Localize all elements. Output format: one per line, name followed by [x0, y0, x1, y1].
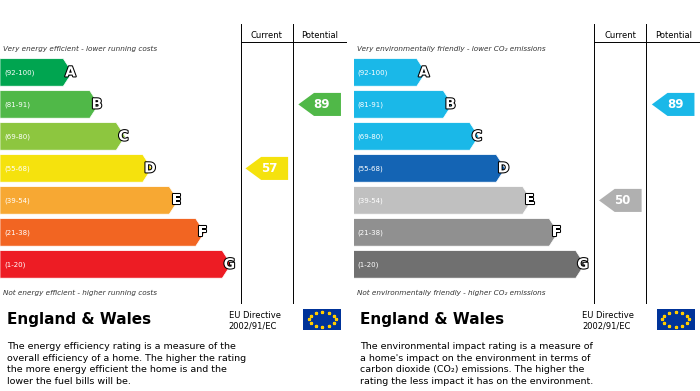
- Text: Energy Efficiency Rating: Energy Efficiency Rating: [5, 5, 167, 19]
- Text: Current: Current: [251, 31, 283, 40]
- Text: G: G: [578, 257, 589, 271]
- Polygon shape: [354, 91, 452, 118]
- Text: 50: 50: [615, 194, 631, 207]
- Polygon shape: [652, 93, 694, 116]
- Text: (1-20): (1-20): [4, 261, 25, 268]
- Text: (69-80): (69-80): [358, 133, 384, 140]
- Text: B: B: [92, 97, 102, 111]
- Text: A: A: [65, 65, 76, 79]
- Text: EU Directive: EU Directive: [229, 311, 281, 320]
- Polygon shape: [354, 187, 532, 214]
- Text: C: C: [472, 129, 482, 143]
- Text: (55-68): (55-68): [4, 165, 30, 172]
- Text: (92-100): (92-100): [358, 69, 388, 76]
- Polygon shape: [0, 59, 72, 86]
- Text: Not energy efficient - higher running costs: Not energy efficient - higher running co…: [4, 290, 158, 296]
- Text: B: B: [445, 97, 456, 111]
- Text: Environmental Impact (CO₂) Rating: Environmental Impact (CO₂) Rating: [358, 5, 591, 19]
- Text: E: E: [172, 194, 181, 207]
- Polygon shape: [599, 189, 642, 212]
- Text: (39-54): (39-54): [4, 197, 30, 204]
- Text: England & Wales: England & Wales: [360, 312, 505, 327]
- Text: EU Directive: EU Directive: [582, 311, 634, 320]
- Text: (55-68): (55-68): [358, 165, 384, 172]
- Text: (69-80): (69-80): [4, 133, 30, 140]
- Text: 2002/91/EC: 2002/91/EC: [229, 321, 277, 330]
- Text: (39-54): (39-54): [358, 197, 384, 204]
- Polygon shape: [0, 123, 125, 150]
- Polygon shape: [354, 251, 584, 278]
- Text: E: E: [525, 194, 535, 207]
- Polygon shape: [354, 219, 558, 246]
- Text: The environmental impact rating is a measure of
a home's impact on the environme: The environmental impact rating is a mea…: [360, 342, 594, 386]
- Bar: [303, 309, 342, 330]
- Text: (21-38): (21-38): [358, 229, 384, 236]
- Polygon shape: [246, 157, 288, 180]
- Text: 89: 89: [314, 98, 330, 111]
- Text: (92-100): (92-100): [4, 69, 34, 76]
- Polygon shape: [354, 123, 479, 150]
- Text: (81-91): (81-91): [4, 101, 30, 108]
- Text: (81-91): (81-91): [358, 101, 384, 108]
- Text: F: F: [552, 225, 561, 239]
- Text: G: G: [224, 257, 235, 271]
- Text: Very environmentally friendly - lower CO₂ emissions: Very environmentally friendly - lower CO…: [357, 47, 545, 52]
- Text: 57: 57: [261, 162, 277, 175]
- Text: (21-38): (21-38): [4, 229, 30, 236]
- Polygon shape: [0, 155, 152, 182]
- Text: Very energy efficient - lower running costs: Very energy efficient - lower running co…: [4, 47, 158, 52]
- Text: D: D: [498, 161, 509, 176]
- Polygon shape: [298, 93, 341, 116]
- Polygon shape: [0, 91, 99, 118]
- Text: 2002/91/EC: 2002/91/EC: [582, 321, 631, 330]
- Text: England & Wales: England & Wales: [7, 312, 151, 327]
- Polygon shape: [354, 155, 505, 182]
- Polygon shape: [0, 187, 178, 214]
- Text: F: F: [198, 225, 208, 239]
- Bar: [657, 309, 695, 330]
- Text: Potential: Potential: [654, 31, 692, 40]
- Polygon shape: [0, 219, 204, 246]
- Text: A: A: [419, 65, 429, 79]
- Polygon shape: [354, 59, 426, 86]
- Text: 89: 89: [667, 98, 684, 111]
- Text: The energy efficiency rating is a measure of the
overall efficiency of a home. T: The energy efficiency rating is a measur…: [7, 342, 246, 386]
- Text: C: C: [118, 129, 129, 143]
- Text: (1-20): (1-20): [358, 261, 379, 268]
- Text: D: D: [144, 161, 155, 176]
- Text: Potential: Potential: [301, 31, 338, 40]
- Polygon shape: [0, 251, 231, 278]
- Text: Not environmentally friendly - higher CO₂ emissions: Not environmentally friendly - higher CO…: [357, 290, 545, 296]
- Text: Current: Current: [604, 31, 636, 40]
